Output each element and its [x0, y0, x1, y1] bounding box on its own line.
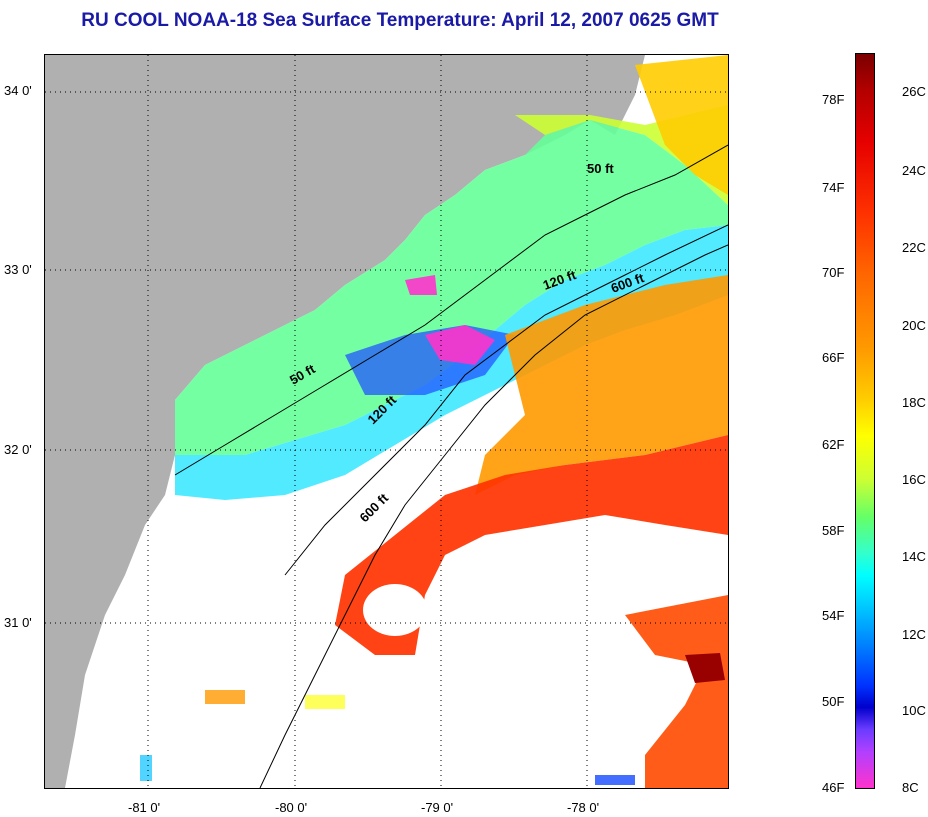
gulf-stream-orange — [475, 275, 728, 495]
warm-eddy-dark — [685, 653, 725, 683]
contour-50ft — [174, 144, 728, 476]
shelf-water-cyan — [175, 225, 728, 500]
gulf-stream-red-south — [625, 595, 728, 788]
colorbar-label-c: 12C — [902, 627, 926, 642]
depth-label-50ft-north: 50 ft — [587, 161, 614, 176]
cold-patch-magenta — [425, 325, 495, 365]
contour-120ft — [284, 224, 728, 576]
land-area — [45, 55, 590, 788]
colorbar-label-c: 10C — [902, 703, 926, 718]
contour-600ft — [259, 244, 728, 788]
colorbar-label-c: 18C — [902, 395, 926, 410]
gridlines — [45, 55, 728, 788]
colorbar-label-f: 70F — [822, 265, 845, 280]
lat-label-34: 34 0' — [4, 83, 32, 98]
cloud-patch — [363, 584, 427, 636]
colorbar-label-c: 8C — [902, 780, 919, 795]
data-speck — [205, 690, 245, 704]
colorbar-label-f: 66F — [822, 350, 845, 365]
sst-map-canvas: 50 ft 50 ft 120 ft 120 ft 600 ft 600 ft — [45, 55, 728, 788]
depth-label-600ft-south: 600 ft — [357, 490, 392, 525]
colorbar-label-f: 54F — [822, 608, 845, 623]
colorbar-label-c: 14C — [902, 549, 926, 564]
lon-label-78: -78 0' — [567, 800, 600, 815]
sst-map[interactable]: 50 ft 50 ft 120 ft 120 ft 600 ft 600 ft — [44, 54, 729, 789]
colorbar-label-c: 16C — [902, 472, 926, 487]
land-area-northeast — [590, 55, 645, 135]
northeast-warm — [635, 55, 728, 195]
temperature-colorbar — [855, 53, 875, 789]
colorbar-label-f: 78F — [822, 92, 845, 107]
colorbar-label-c: 20C — [902, 318, 926, 333]
lat-label-32: 32 0' — [4, 442, 32, 457]
colorbar-label-f: 58F — [822, 523, 845, 538]
gulf-stream-red — [335, 435, 728, 655]
colorbar-label-f: 74F — [822, 180, 845, 195]
lon-label-80: -80 0' — [275, 800, 308, 815]
map-title: RU COOL NOAA-18 Sea Surface Temperature:… — [81, 10, 719, 31]
colorbar-label-f: 50F — [822, 694, 845, 709]
cold-patch-magenta-2 — [405, 275, 437, 295]
colorbar-label-f: 62F — [822, 437, 845, 452]
lat-label-31: 31 0' — [4, 615, 32, 630]
lat-label-33: 33 0' — [4, 262, 32, 277]
data-speck — [305, 695, 345, 709]
colorbar-label-c: 24C — [902, 163, 926, 178]
shelf-water-cool — [175, 120, 728, 455]
data-speck — [595, 775, 635, 785]
data-speck — [140, 755, 152, 781]
colorbar-label-f: 46F — [822, 780, 845, 795]
lon-label-79: -79 0' — [421, 800, 454, 815]
colorbar-label-c: 22C — [902, 240, 926, 255]
colorbar-label-c: 26C — [902, 84, 926, 99]
lon-label-81: -81 0' — [128, 800, 161, 815]
